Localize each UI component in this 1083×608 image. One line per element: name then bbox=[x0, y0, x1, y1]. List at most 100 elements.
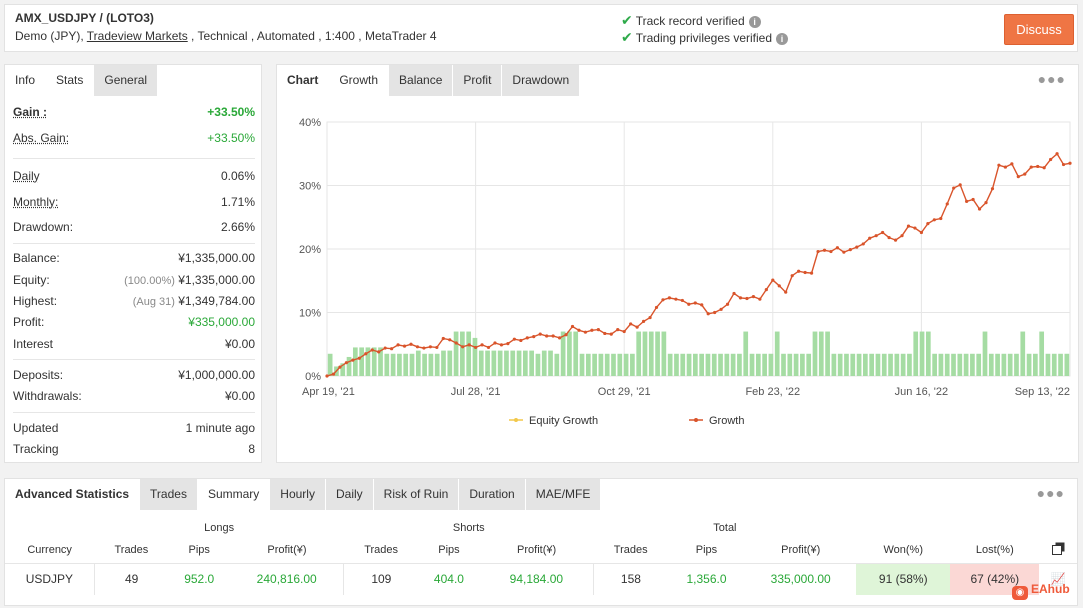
info-icon[interactable]: i bbox=[748, 16, 761, 28]
volume-bar bbox=[762, 353, 767, 376]
volume-bar bbox=[585, 353, 591, 376]
account-subtitle: Demo (JPY), Tradeview Markets , Technica… bbox=[15, 29, 437, 43]
growth-point bbox=[1055, 152, 1059, 156]
growth-point bbox=[842, 250, 846, 254]
volume-bar bbox=[825, 331, 830, 376]
volume-bar bbox=[806, 353, 812, 376]
tab-stats[interactable]: Stats bbox=[46, 65, 95, 96]
stat-label[interactable]: Monthly: bbox=[13, 195, 59, 209]
volume-bar bbox=[907, 353, 912, 376]
account-header: AMX_USDJPY / (LOTO3) Demo (JPY), Tradevi… bbox=[4, 4, 1078, 52]
tab-drawdown[interactable]: Drawdown bbox=[502, 65, 581, 96]
growth-point bbox=[667, 296, 672, 300]
volume-bar bbox=[522, 350, 528, 376]
verify-label: Track record verified bbox=[635, 14, 745, 28]
stat-label: Interest bbox=[13, 337, 54, 351]
growth-point bbox=[784, 290, 788, 294]
eahub-watermark: ◉ EAhub bbox=[1012, 582, 1070, 600]
tab-balance[interactable]: Balance bbox=[389, 65, 454, 96]
stat-label[interactable]: Daily bbox=[13, 169, 40, 183]
volume-bar bbox=[422, 353, 427, 376]
volume-bar bbox=[875, 353, 881, 376]
trend-icon[interactable]: 📈 bbox=[1039, 562, 1077, 595]
growth-point bbox=[409, 342, 413, 346]
growth-point bbox=[764, 288, 768, 292]
growth-point bbox=[939, 216, 943, 221]
info-icon[interactable]: i bbox=[776, 33, 789, 45]
tab-mae-mfe[interactable]: MAE/MFE bbox=[525, 479, 602, 510]
growth-point bbox=[609, 332, 613, 336]
growth-point bbox=[551, 334, 555, 338]
tab-hourly[interactable]: Hourly bbox=[270, 479, 326, 510]
growth-point bbox=[570, 324, 575, 329]
x-tick-label: Feb 23, '22 bbox=[745, 386, 800, 398]
volume-bar bbox=[516, 350, 522, 376]
growth-point bbox=[538, 332, 542, 336]
y-tick-label: 10% bbox=[299, 308, 321, 320]
cell-trades: 158 bbox=[593, 562, 668, 595]
growth-point bbox=[932, 218, 936, 222]
volume-bar bbox=[365, 347, 371, 376]
growth-point bbox=[370, 348, 374, 352]
more-options-icon[interactable]: ●●● bbox=[1036, 485, 1065, 501]
volume-bar bbox=[491, 350, 497, 376]
volume-bar bbox=[541, 350, 547, 376]
growth-point bbox=[848, 248, 852, 252]
volume-bar bbox=[774, 331, 780, 376]
volume-bar bbox=[718, 353, 723, 376]
stat-label[interactable]: Gain : bbox=[13, 105, 48, 119]
x-tick-label: Jul 28, '21 bbox=[451, 386, 501, 398]
chart-tabs: Chart Growth Balance Profit Drawdown bbox=[277, 65, 581, 96]
growth-point bbox=[467, 343, 471, 347]
tab-risk-of-ruin[interactable]: Risk of Ruin bbox=[373, 479, 460, 510]
volume-bar bbox=[630, 353, 635, 376]
growth-point bbox=[1061, 162, 1066, 167]
volume-bar bbox=[560, 331, 566, 376]
volume-bar bbox=[529, 350, 534, 376]
x-tick-label: Sep 13, '22 bbox=[1015, 386, 1070, 398]
tab-summary[interactable]: Summary bbox=[197, 479, 271, 510]
tab-profit[interactable]: Profit bbox=[453, 65, 503, 96]
growth-point bbox=[990, 187, 995, 191]
growth-point bbox=[1016, 175, 1020, 179]
tab-trades[interactable]: Trades bbox=[140, 479, 198, 510]
growth-point bbox=[596, 328, 600, 332]
volume-bar bbox=[711, 353, 717, 376]
growth-point bbox=[1036, 164, 1040, 169]
tab-general[interactable]: General bbox=[94, 65, 159, 96]
growth-point bbox=[661, 298, 665, 302]
growth-point bbox=[583, 330, 588, 334]
tab-duration[interactable]: Duration bbox=[459, 479, 526, 510]
equity-percent: (100.00%) bbox=[124, 275, 175, 287]
growth-point bbox=[435, 345, 439, 350]
growth-point bbox=[881, 230, 885, 235]
tab-chart[interactable]: Chart bbox=[277, 65, 330, 96]
more-options-icon[interactable]: ●●● bbox=[1037, 71, 1066, 87]
tab-info[interactable]: Info bbox=[5, 65, 47, 96]
stat-label[interactable]: Abs. Gain: bbox=[13, 131, 70, 145]
stat-value: ¥1,000,000.00 bbox=[178, 368, 255, 382]
stat-value: +33.50% bbox=[207, 105, 255, 119]
volume-bar bbox=[497, 350, 503, 376]
growth-point bbox=[545, 334, 549, 338]
broker-link[interactable]: Tradeview Markets bbox=[86, 29, 188, 43]
tab-daily[interactable]: Daily bbox=[325, 479, 374, 510]
summary-table: Longs Shorts Total Currency Trades Pips … bbox=[5, 517, 1077, 595]
volume-bar bbox=[938, 353, 944, 376]
discuss-button[interactable]: Discuss bbox=[1004, 14, 1074, 45]
stat-label: Withdrawals: bbox=[13, 389, 82, 403]
volume-bar bbox=[1014, 353, 1019, 376]
col-profit: Profit(¥) bbox=[517, 544, 557, 557]
growth-point bbox=[700, 303, 704, 307]
growth-point bbox=[486, 345, 491, 350]
volume-bar bbox=[781, 353, 786, 376]
legend-equity-growth: Equity Growth bbox=[529, 415, 598, 427]
growth-point bbox=[454, 341, 458, 345]
growth-point bbox=[945, 202, 949, 206]
volume-bar bbox=[472, 337, 478, 376]
growth-point bbox=[506, 342, 510, 346]
volume-bar bbox=[850, 353, 856, 376]
col-pips: Pips bbox=[188, 544, 210, 557]
tab-growth[interactable]: Growth bbox=[329, 65, 390, 96]
copy-icon[interactable] bbox=[1039, 538, 1077, 563]
